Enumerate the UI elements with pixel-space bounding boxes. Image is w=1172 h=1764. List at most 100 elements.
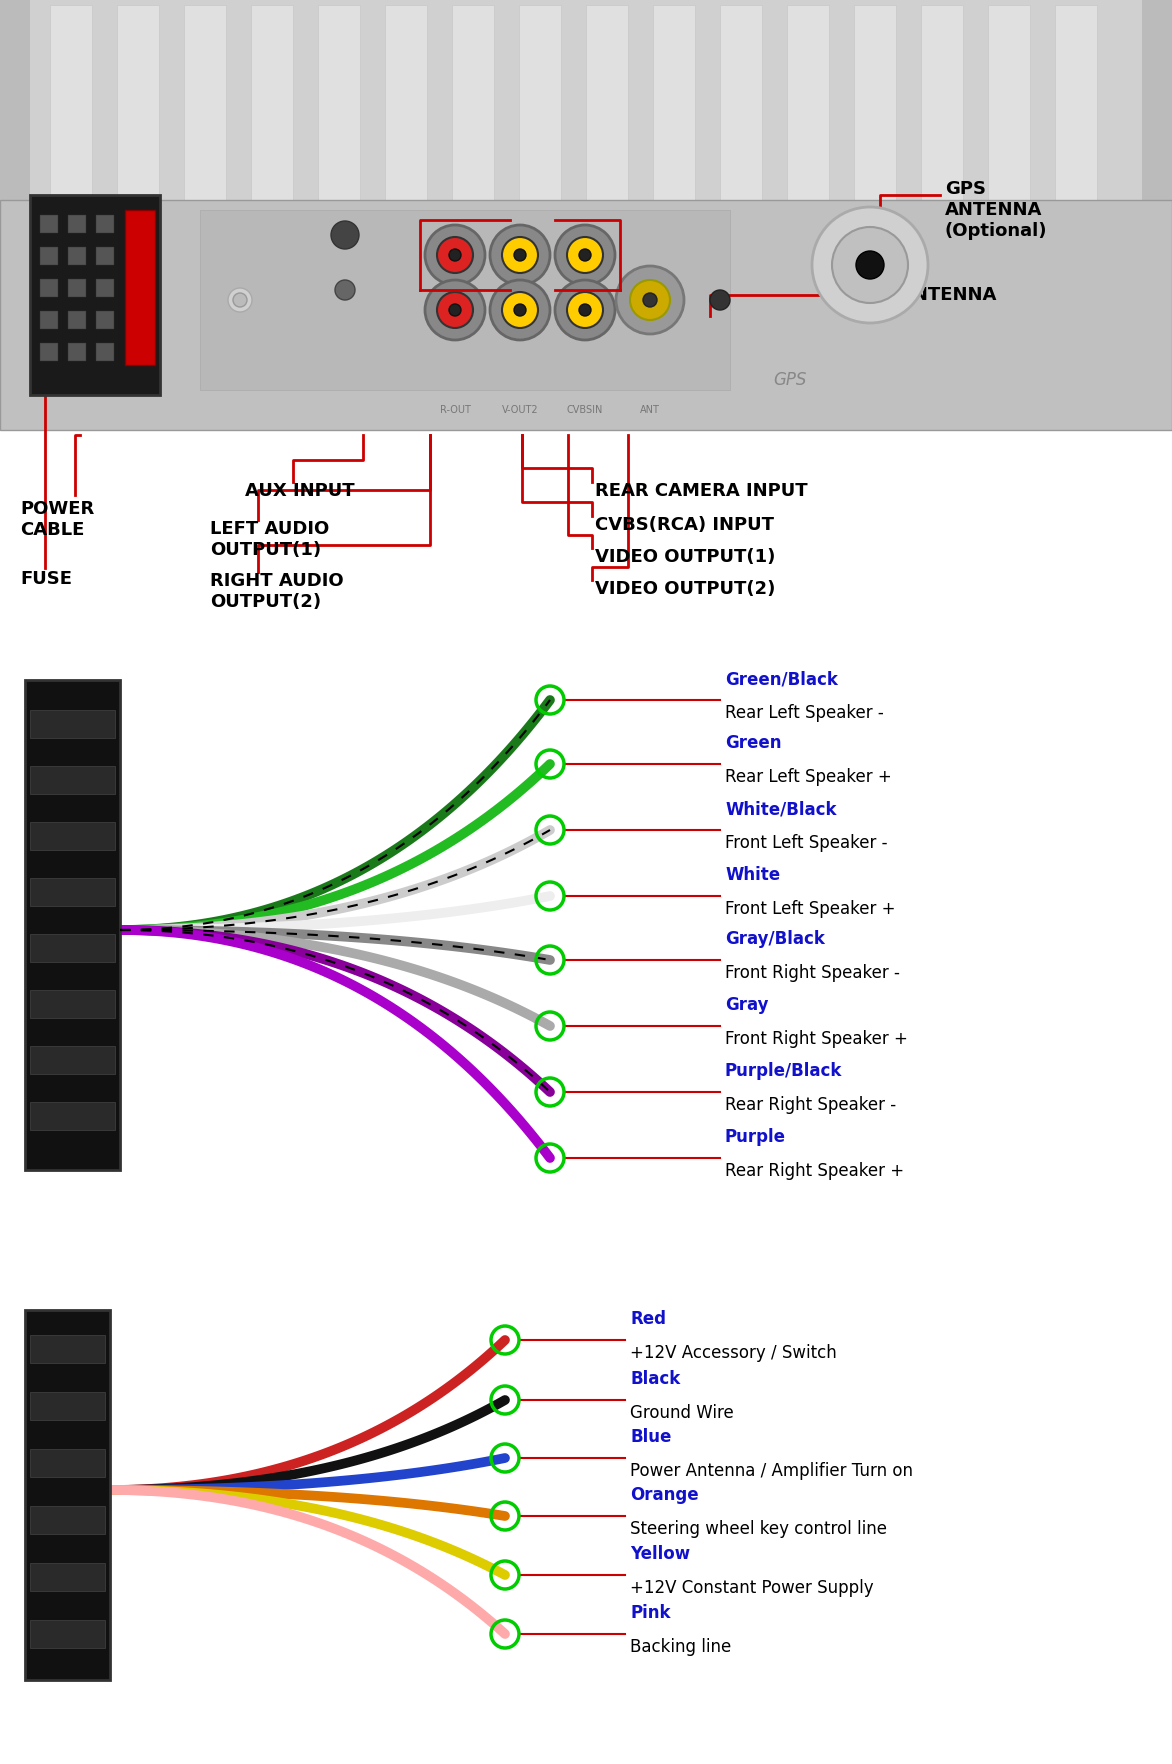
Bar (125, 210, 155, 365)
Bar (30, 766, 115, 794)
Text: Pink: Pink (631, 1603, 670, 1623)
Circle shape (579, 249, 591, 261)
Bar (30, 196, 161, 395)
Text: +12V Constant Power Supply: +12V Constant Power Supply (631, 1579, 873, 1596)
Bar (68, 247, 86, 265)
Bar (519, 5, 561, 199)
Bar (720, 5, 762, 199)
Circle shape (832, 228, 908, 303)
Text: +12V Accessory / Switch: +12V Accessory / Switch (631, 1344, 837, 1362)
Bar (30, 1506, 105, 1535)
Text: Green/Black: Green/Black (725, 670, 838, 688)
Text: Front Right Speaker +: Front Right Speaker + (725, 1030, 908, 1048)
Bar (96, 215, 114, 233)
Circle shape (556, 226, 615, 286)
Circle shape (567, 236, 604, 273)
Bar (384, 5, 427, 199)
Bar (40, 247, 57, 265)
Text: Rear Right Speaker -: Rear Right Speaker - (725, 1095, 897, 1115)
Bar (586, 5, 628, 199)
Circle shape (490, 226, 550, 286)
Bar (96, 310, 114, 330)
Circle shape (449, 249, 461, 261)
Circle shape (335, 280, 355, 300)
Text: V-OUT2: V-OUT2 (502, 406, 538, 415)
Text: Gray/Black: Gray/Black (725, 930, 825, 947)
Bar (68, 342, 86, 362)
Bar (68, 279, 86, 296)
Text: VIDEO OUTPUT(1): VIDEO OUTPUT(1) (595, 549, 776, 566)
Circle shape (631, 280, 670, 319)
Circle shape (515, 249, 526, 261)
Text: Purple: Purple (725, 1127, 786, 1147)
Circle shape (437, 293, 473, 328)
Bar (251, 5, 293, 199)
Circle shape (856, 250, 884, 279)
Text: R-OUT: R-OUT (440, 406, 470, 415)
Bar (40, 215, 57, 233)
Bar (117, 5, 159, 199)
Bar (30, 709, 115, 737)
Bar (30, 1046, 115, 1074)
Text: Blue: Blue (631, 1429, 672, 1446)
Text: GPS
ANTENNA
(Optional): GPS ANTENNA (Optional) (945, 180, 1048, 240)
Text: Power Antenna / Amplifier Turn on: Power Antenna / Amplifier Turn on (631, 1462, 913, 1480)
Bar (30, 990, 115, 1018)
Bar (40, 310, 57, 330)
Text: CVBS(RCA) INPUT: CVBS(RCA) INPUT (595, 517, 774, 534)
Bar (318, 5, 360, 199)
Bar (653, 5, 695, 199)
Circle shape (710, 289, 730, 310)
Text: Rear Right Speaker +: Rear Right Speaker + (725, 1162, 904, 1180)
Text: Purple/Black: Purple/Black (725, 1062, 843, 1080)
Bar (30, 1619, 105, 1648)
Bar (0, 0, 1172, 430)
Text: Backing line: Backing line (631, 1639, 731, 1656)
Bar (184, 5, 226, 199)
Bar (788, 5, 829, 199)
Bar (40, 342, 57, 362)
Text: Yellow: Yellow (631, 1545, 690, 1563)
Circle shape (812, 206, 928, 323)
Text: AUX INPUT: AUX INPUT (245, 482, 355, 499)
Circle shape (616, 266, 684, 333)
Circle shape (643, 293, 657, 307)
Bar (0, 199, 1172, 430)
Bar (30, 1392, 105, 1420)
Bar (30, 1102, 115, 1131)
Bar (921, 5, 963, 199)
Bar (988, 5, 1030, 199)
Bar (854, 5, 895, 199)
Bar (30, 1448, 105, 1476)
Text: Ground Wire: Ground Wire (631, 1404, 734, 1422)
Text: Black: Black (631, 1371, 680, 1388)
Text: Front Left Speaker +: Front Left Speaker + (725, 900, 895, 917)
Bar (30, 878, 115, 907)
Bar (25, 1311, 110, 1679)
Circle shape (229, 288, 252, 312)
Text: Rear Left Speaker +: Rear Left Speaker + (725, 767, 892, 787)
Bar (30, 0, 1142, 199)
Text: White/Black: White/Black (725, 801, 837, 818)
Circle shape (490, 280, 550, 340)
Bar (50, 5, 91, 199)
Circle shape (437, 236, 473, 273)
Bar (452, 5, 493, 199)
Bar (200, 210, 730, 390)
Text: Red: Red (631, 1311, 666, 1328)
Circle shape (556, 280, 615, 340)
Circle shape (331, 220, 359, 249)
Text: Green: Green (725, 734, 782, 751)
Bar (30, 822, 115, 850)
Text: GPS: GPS (774, 370, 806, 390)
Text: LEFT AUDIO
OUTPUT(1): LEFT AUDIO OUTPUT(1) (210, 520, 329, 559)
Text: ANT: ANT (640, 406, 660, 415)
Text: ANTENNA: ANTENNA (900, 286, 997, 303)
Bar (68, 215, 86, 233)
Text: Front Left Speaker -: Front Left Speaker - (725, 834, 887, 852)
Text: Orange: Orange (631, 1485, 699, 1505)
Circle shape (449, 303, 461, 316)
Text: Front Right Speaker -: Front Right Speaker - (725, 963, 900, 983)
Text: RIGHT AUDIO
OUTPUT(2): RIGHT AUDIO OUTPUT(2) (210, 572, 343, 610)
Circle shape (567, 293, 604, 328)
